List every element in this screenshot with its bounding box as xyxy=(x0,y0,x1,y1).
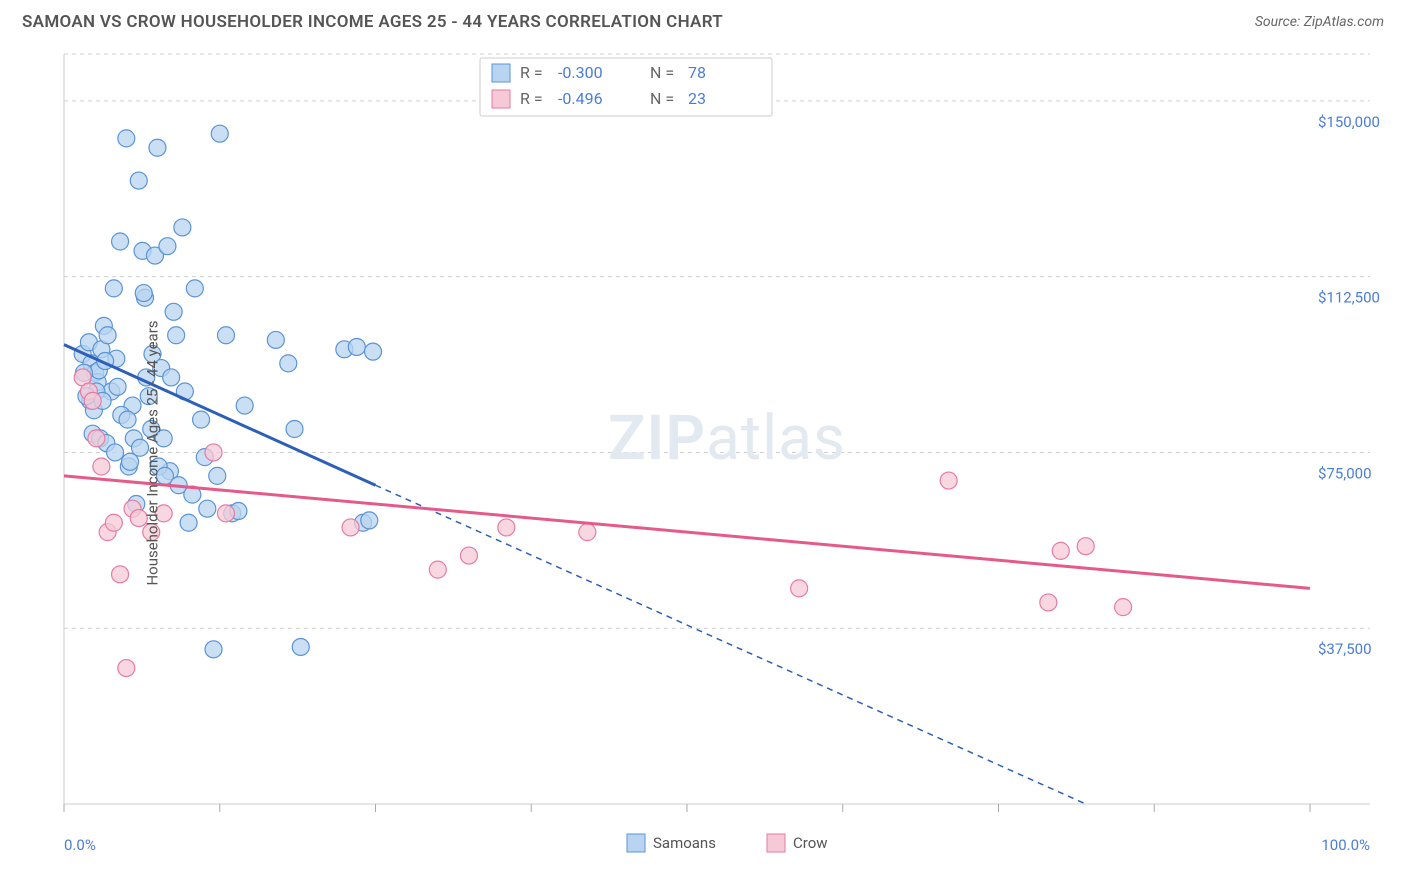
data-point xyxy=(1052,542,1069,559)
data-point xyxy=(118,130,135,147)
data-point xyxy=(579,524,596,541)
data-point xyxy=(280,355,297,372)
data-point xyxy=(1040,594,1057,611)
data-point xyxy=(99,327,116,344)
legend-r-label: R = xyxy=(520,63,543,82)
data-point xyxy=(1115,599,1132,616)
data-point xyxy=(498,519,515,536)
data-point xyxy=(217,505,234,522)
data-point xyxy=(286,421,303,438)
legend-n-label: N = xyxy=(650,89,674,108)
chart-header: SAMOAN VS CROW HOUSEHOLDER INCOME AGES 2… xyxy=(0,0,1406,40)
y-tick-label: $75,000 xyxy=(1318,464,1372,482)
data-point xyxy=(940,472,957,489)
legend-n-value: 78 xyxy=(688,63,706,82)
data-point xyxy=(163,369,180,386)
legend-n-label: N = xyxy=(650,63,674,82)
y-tick-label: $37,500 xyxy=(1318,640,1372,658)
data-point xyxy=(186,280,203,297)
x-min-label: 0.0% xyxy=(64,836,96,854)
data-point xyxy=(174,219,191,236)
legend-r-value: -0.496 xyxy=(558,89,603,108)
legend-swatch xyxy=(492,90,510,108)
data-point xyxy=(112,233,129,250)
data-point xyxy=(1077,538,1094,555)
source-attribution: Source: ZipAtlas.com xyxy=(1255,14,1384,30)
data-point xyxy=(348,338,365,355)
legend-series-label: Crow xyxy=(793,834,828,852)
trend-line xyxy=(64,476,1310,589)
data-point xyxy=(135,285,152,302)
data-point xyxy=(165,303,182,320)
trend-line xyxy=(64,345,376,486)
data-point xyxy=(236,397,253,414)
chart-title: SAMOAN VS CROW HOUSEHOLDER INCOME AGES 2… xyxy=(22,12,723,32)
watermark: ZIPatlas xyxy=(608,402,846,475)
data-point xyxy=(180,514,197,531)
data-point xyxy=(205,444,222,461)
correlation-scatter-chart: $37,500 $75,000 $112,500 $150,000 ZIPatlas 0.… xyxy=(50,44,1386,862)
data-point xyxy=(365,343,382,360)
legend-n-value: 23 xyxy=(688,89,706,108)
trend-line-extrapolated xyxy=(376,485,1086,804)
data-point xyxy=(88,430,105,447)
y-tick-label: $112,500 xyxy=(1318,289,1380,307)
chart-container: Householder Income Ages 25 - 44 years $3… xyxy=(50,44,1386,862)
legend-swatch xyxy=(767,834,785,852)
x-max-label: 100.0% xyxy=(1321,836,1370,854)
data-point xyxy=(119,411,136,428)
data-point xyxy=(105,280,122,297)
data-point xyxy=(109,378,126,395)
data-point xyxy=(168,327,185,344)
data-point xyxy=(292,638,309,655)
series-legend: Samoans Crow xyxy=(627,834,828,852)
data-point xyxy=(105,514,122,531)
data-point xyxy=(118,660,135,677)
legend-r-label: R = xyxy=(520,89,543,108)
legend-r-value: -0.300 xyxy=(558,63,603,82)
data-point xyxy=(149,139,166,156)
data-point xyxy=(267,331,284,348)
data-point xyxy=(84,392,101,409)
data-point xyxy=(112,566,129,583)
y-axis-label: Householder Income Ages 25 - 44 years xyxy=(144,320,162,585)
data-point xyxy=(791,580,808,597)
data-point xyxy=(361,512,378,529)
data-point xyxy=(130,172,147,189)
legend-series-label: Samoans xyxy=(653,834,716,852)
data-point xyxy=(429,561,446,578)
data-point xyxy=(107,444,124,461)
data-point xyxy=(460,547,477,564)
legend-swatch xyxy=(627,834,645,852)
legend-swatch xyxy=(492,64,510,82)
y-tick-label: $150,000 xyxy=(1318,113,1380,131)
data-point xyxy=(93,458,110,475)
data-point xyxy=(342,519,359,536)
data-point xyxy=(217,327,234,344)
data-point xyxy=(199,500,216,517)
data-point xyxy=(193,411,210,428)
data-point xyxy=(211,125,228,142)
data-point xyxy=(209,467,226,484)
data-point xyxy=(159,238,176,255)
data-point xyxy=(205,641,222,658)
